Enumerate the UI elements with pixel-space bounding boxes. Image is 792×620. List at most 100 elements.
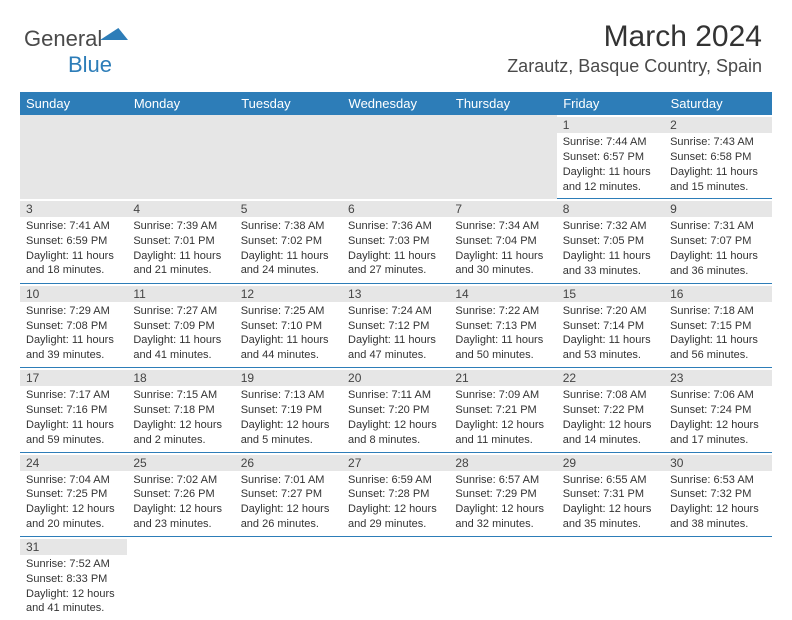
day-number: 28	[449, 455, 556, 471]
weekday-header: Sunday	[20, 92, 127, 115]
day-cell: 11 Sunrise: 7:27 AMSunset: 7:09 PMDayligh…	[127, 283, 234, 367]
day-number: 11	[127, 286, 234, 302]
day-cell: 9Sunrise: 7:31 AMSunset: 7:07 PMDaylight…	[664, 199, 771, 283]
day-number: 25	[127, 455, 234, 471]
day-number: 12	[235, 286, 342, 302]
day-cell: 24 Sunrise: 7:04 AMSunset: 7:25 PMDayligh…	[20, 452, 127, 536]
day-details: Sunrise: 7:52 AMSunset: 8:33 PMDaylight:…	[26, 557, 121, 616]
day-cell: 30 Sunrise: 6:53 AMSunset: 7:32 PMDayligh…	[664, 452, 771, 536]
day-number: 16	[664, 286, 771, 302]
weekday-header: Friday	[557, 92, 664, 115]
day-details: Sunrise: 7:36 AMSunset: 7:03 PMDaylight:…	[348, 219, 443, 278]
day-cell: 1Sunrise: 7:44 AMSunset: 6:57 PMDaylight…	[557, 115, 664, 199]
day-details: Sunrise: 7:25 AMSunset: 7:10 PMDaylight:…	[241, 304, 336, 363]
day-number: 21	[449, 370, 556, 386]
day-cell: 20 Sunrise: 7:11 AMSunset: 7:20 PMDayligh…	[342, 368, 449, 452]
day-number: 18	[127, 370, 234, 386]
day-details: Sunrise: 7:18 AMSunset: 7:15 PMDaylight:…	[670, 304, 765, 363]
day-cell: 16 Sunrise: 7:18 AMSunset: 7:15 PMDayligh…	[664, 283, 771, 367]
day-number: 30	[664, 455, 771, 471]
day-details: Sunrise: 7:32 AMSunset: 7:05 PMDaylight:…	[563, 219, 658, 278]
day-cell: 26 Sunrise: 7:01 AMSunset: 7:27 PMDayligh…	[235, 452, 342, 536]
calendar-row: 17Sunrise: 7:17 AMSunset: 7:16 PMDayligh…	[20, 368, 772, 452]
day-cell: 6 Sunrise: 7:36 AMSunset: 7:03 PMDaylight…	[342, 199, 449, 283]
day-cell: 29Sunrise: 6:55 AMSunset: 7:31 PMDayligh…	[557, 452, 664, 536]
empty-cell	[449, 536, 556, 620]
day-number: 13	[342, 286, 449, 302]
day-details: Sunrise: 7:24 AMSunset: 7:12 PMDaylight:…	[348, 304, 443, 363]
day-details: Sunrise: 7:11 AMSunset: 7:20 PMDaylight:…	[348, 388, 443, 447]
day-cell: 4 Sunrise: 7:39 AMSunset: 7:01 PMDaylight…	[127, 199, 234, 283]
day-details: Sunrise: 7:15 AMSunset: 7:18 PMDaylight:…	[133, 388, 228, 447]
day-number: 8	[557, 201, 664, 217]
day-number: 14	[449, 286, 556, 302]
day-cell: 21 Sunrise: 7:09 AMSunset: 7:21 PMDayligh…	[449, 368, 556, 452]
day-number: 2	[664, 117, 771, 133]
empty-cell	[557, 536, 664, 620]
calendar-table: Sunday Monday Tuesday Wednesday Thursday…	[20, 92, 772, 620]
day-details: Sunrise: 7:17 AMSunset: 7:16 PMDaylight:…	[26, 388, 121, 447]
day-details: Sunrise: 6:57 AMSunset: 7:29 PMDaylight:…	[455, 473, 550, 532]
day-cell: 25 Sunrise: 7:02 AMSunset: 7:26 PMDayligh…	[127, 452, 234, 536]
day-details: Sunrise: 7:34 AMSunset: 7:04 PMDaylight:…	[455, 219, 550, 278]
day-cell: 3 Sunrise: 7:41 AMSunset: 6:59 PMDaylight…	[20, 199, 127, 283]
day-details: Sunrise: 7:13 AMSunset: 7:19 PMDaylight:…	[241, 388, 336, 447]
logo-text-1: General	[24, 26, 102, 51]
calendar-row: 3 Sunrise: 7:41 AMSunset: 6:59 PMDaylight…	[20, 199, 772, 283]
day-details: Sunrise: 7:39 AMSunset: 7:01 PMDaylight:…	[133, 219, 228, 278]
empty-cell	[449, 115, 556, 199]
day-number: 4	[127, 201, 234, 217]
empty-cell	[127, 115, 234, 199]
day-number: 3	[20, 201, 127, 217]
day-cell: 8 Sunrise: 7:32 AMSunset: 7:05 PMDaylight…	[557, 199, 664, 283]
day-cell: 2 Sunrise: 7:43 AMSunset: 6:58 PMDaylight…	[664, 115, 771, 199]
empty-cell	[127, 536, 234, 620]
day-cell: 5Sunrise: 7:38 AMSunset: 7:02 PMDaylight…	[235, 199, 342, 283]
empty-cell	[664, 536, 771, 620]
empty-cell	[235, 536, 342, 620]
day-cell: 19 Sunrise: 7:13 AMSunset: 7:19 PMDayligh…	[235, 368, 342, 452]
day-details: Sunrise: 7:27 AMSunset: 7:09 PMDaylight:…	[133, 304, 228, 363]
day-number: 9	[664, 201, 771, 217]
day-details: Sunrise: 7:04 AMSunset: 7:25 PMDaylight:…	[26, 473, 121, 532]
location-subtitle: Zarautz, Basque Country, Spain	[507, 56, 762, 77]
day-details: Sunrise: 6:59 AMSunset: 7:28 PMDaylight:…	[348, 473, 443, 532]
day-cell: 27 Sunrise: 6:59 AMSunset: 7:28 PMDayligh…	[342, 452, 449, 536]
empty-cell	[20, 115, 127, 199]
day-cell: 12 Sunrise: 7:25 AMSunset: 7:10 PMDayligh…	[235, 283, 342, 367]
empty-cell	[342, 536, 449, 620]
day-details: Sunrise: 7:01 AMSunset: 7:27 PMDaylight:…	[241, 473, 336, 532]
day-details: Sunrise: 7:09 AMSunset: 7:21 PMDaylight:…	[455, 388, 550, 447]
day-details: Sunrise: 6:53 AMSunset: 7:32 PMDaylight:…	[670, 473, 765, 532]
day-number: 27	[342, 455, 449, 471]
logo-text-2: Blue	[68, 52, 112, 77]
day-cell: 14 Sunrise: 7:22 AMSunset: 7:13 PMDayligh…	[449, 283, 556, 367]
day-details: Sunrise: 7:29 AMSunset: 7:08 PMDaylight:…	[26, 304, 121, 363]
day-number: 26	[235, 455, 342, 471]
day-number: 6	[342, 201, 449, 217]
day-number: 20	[342, 370, 449, 386]
day-cell: 10 Sunrise: 7:29 AMSunset: 7:08 PMDayligh…	[20, 283, 127, 367]
day-number: 19	[235, 370, 342, 386]
day-number: 24	[20, 455, 127, 471]
day-details: Sunrise: 7:02 AMSunset: 7:26 PMDaylight:…	[133, 473, 228, 532]
day-cell: 28 Sunrise: 6:57 AMSunset: 7:29 PMDayligh…	[449, 452, 556, 536]
day-number: 7	[449, 201, 556, 217]
page-title: March 2024	[507, 20, 762, 54]
day-details: Sunrise: 7:44 AMSunset: 6:57 PMDaylight:…	[563, 135, 658, 194]
empty-cell	[342, 115, 449, 199]
day-details: Sunrise: 7:22 AMSunset: 7:13 PMDaylight:…	[455, 304, 550, 363]
day-cell: 15Sunrise: 7:20 AMSunset: 7:14 PMDayligh…	[557, 283, 664, 367]
day-number: 31	[20, 539, 127, 555]
day-details: Sunrise: 7:43 AMSunset: 6:58 PMDaylight:…	[670, 135, 765, 194]
day-number: 23	[664, 370, 771, 386]
day-number: 5	[235, 201, 342, 217]
calendar-row: 10 Sunrise: 7:29 AMSunset: 7:08 PMDayligh…	[20, 283, 772, 367]
empty-cell	[235, 115, 342, 199]
day-details: Sunrise: 7:41 AMSunset: 6:59 PMDaylight:…	[26, 219, 121, 278]
day-details: Sunrise: 7:06 AMSunset: 7:24 PMDaylight:…	[670, 388, 765, 447]
day-cell: 17Sunrise: 7:17 AMSunset: 7:16 PMDayligh…	[20, 368, 127, 452]
weekday-header: Tuesday	[235, 92, 342, 115]
weekday-header: Monday	[127, 92, 234, 115]
day-number: 10	[20, 286, 127, 302]
